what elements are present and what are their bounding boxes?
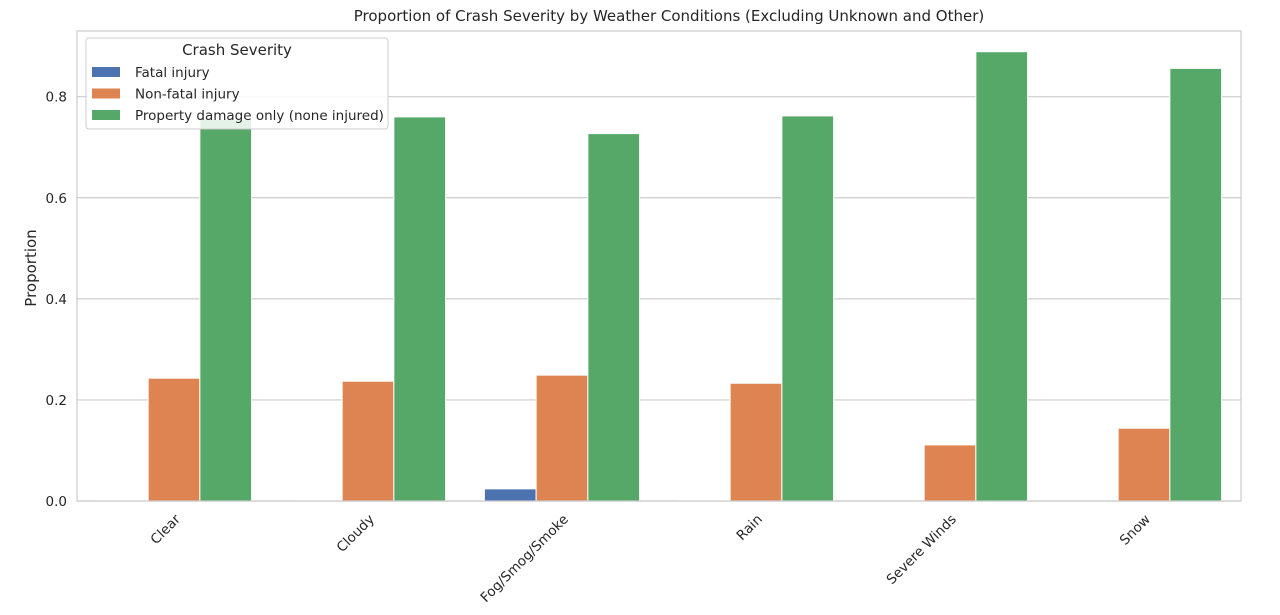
y-tick-label: 0.4	[46, 292, 67, 308]
bar-non-fatal-injury-5	[1117, 427, 1171, 502]
legend-label: Property damage only (none injured)	[135, 108, 384, 124]
bar-non-fatal-injury-3	[729, 382, 783, 502]
legend-swatch	[92, 110, 120, 120]
y-tick-label: 0.2	[46, 393, 67, 409]
bar-property-damage-only-none-injured--0	[199, 118, 253, 502]
legend-title: Crash Severity	[182, 41, 292, 59]
legend: Crash Severity Fatal injury Non-fatal inj…	[85, 37, 389, 130]
y-tick-label: 0.0	[46, 494, 67, 510]
x-tick-label: Severe Winds	[883, 512, 959, 588]
y-axis-ticks: 0.0 0.2 0.4 0.6 0.8	[46, 90, 67, 510]
legend-box	[85, 37, 389, 130]
plot-area-frame	[76, 30, 1242, 502]
chart-title: Proportion of Crash Severity by Weather …	[354, 7, 984, 25]
x-tick-label: Cloudy	[334, 512, 378, 556]
bar-non-fatal-injury-2	[535, 374, 589, 502]
bar-property-damage-only-none-injured--3	[781, 115, 835, 502]
x-tick-label: Clear	[148, 511, 185, 548]
bar-non-fatal-injury-0	[147, 377, 201, 502]
bar-property-damage-only-none-injured--5	[1169, 67, 1223, 502]
y-tick-label: 0.8	[46, 90, 67, 106]
x-tick-label: Fog/Smog/Smoke	[478, 512, 572, 606]
legend-label: Non-fatal injury	[135, 87, 240, 103]
bar-fatal-injury-2	[483, 488, 537, 502]
x-tick-label: Rain	[734, 512, 766, 544]
y-axis-label: Proportion	[22, 229, 40, 306]
bar-property-damage-only-none-injured--1	[393, 116, 447, 502]
bar-non-fatal-injury-1	[341, 380, 395, 502]
bar-property-damage-only-none-injured--2	[587, 133, 641, 502]
legend-swatch	[92, 88, 120, 99]
legend-swatch	[92, 67, 120, 77]
bar-non-fatal-injury-4	[923, 444, 977, 502]
x-axis-ticks: Clear Cloudy Fog/Smog/Smoke Rain Severe Wind…	[148, 511, 1154, 606]
bars	[95, 51, 1223, 502]
y-tick-label: 0.6	[46, 191, 67, 207]
legend-label: Fatal injury	[135, 65, 210, 81]
x-tick-label: Snow	[1117, 512, 1154, 549]
bar-property-damage-only-none-injured--4	[975, 51, 1029, 502]
